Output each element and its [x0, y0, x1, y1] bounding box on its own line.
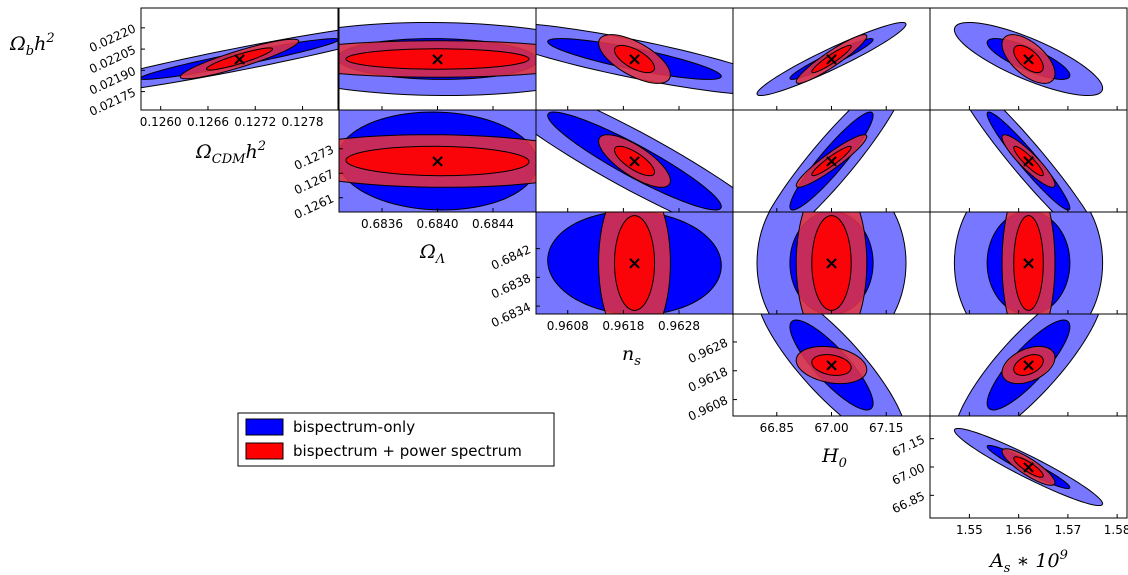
fiducial-marker: ×	[1021, 457, 1036, 478]
panel-r1-c1: ×	[338, 109, 537, 213]
y-tick-label: 0.9628	[686, 336, 730, 366]
x-tick-label: 0.6836	[361, 217, 403, 231]
y-tick-label: 67.00	[890, 461, 927, 488]
fiducial-marker: ×	[824, 355, 839, 376]
red-contour-inner	[1013, 145, 1044, 177]
y-tick-label: 0.9618	[686, 364, 730, 394]
x-tick-label: 1.58	[1104, 523, 1128, 537]
legend-label-blue: bispectrum-only	[293, 418, 415, 436]
x-tick-label: 0.1260	[140, 115, 182, 129]
y-tick-label: 67.15	[890, 432, 927, 459]
x-tick-label: 0.9628	[658, 319, 700, 333]
panel-r3-c4: ×	[929, 313, 1128, 417]
x-axis-label-Oc: ΩCDM​h2​	[195, 139, 266, 167]
panel-r2-c3: ×	[732, 211, 931, 315]
x-tick-label: 1.55	[956, 523, 983, 537]
x-tick-label: 0.6844	[472, 217, 514, 231]
panel-r3-c3: ×	[732, 313, 931, 417]
x-tick-label: 1.57	[1055, 523, 1082, 537]
x-tick-label: 0.9618	[602, 319, 644, 333]
fiducial-marker: ×	[1021, 355, 1036, 376]
y-tick-label: 0.9608	[686, 393, 730, 423]
panel-r1-c3: ×	[732, 109, 931, 213]
x-tick-label: 0.6840	[417, 217, 459, 231]
panel-r0-c0: ×	[140, 7, 339, 111]
red-contour-inner	[613, 215, 656, 311]
x-axis-label-H0: H0​	[821, 445, 847, 471]
panel-frame	[140, 7, 339, 111]
y-tick-label: 66.85	[890, 489, 927, 516]
fiducial-marker: ×	[627, 151, 642, 172]
panel-r0-c1: ×	[338, 7, 537, 111]
legend: bispectrum-only bispectrum + power spect…	[237, 412, 555, 467]
red-contour-inner	[1013, 215, 1044, 311]
red-contour-inner	[613, 44, 656, 74]
y-tick-label: 0.6842	[489, 242, 533, 272]
fiducial-marker: ×	[1021, 253, 1036, 274]
x-tick-label: 67.15	[869, 421, 903, 435]
x-tick-label: 66.85	[760, 421, 794, 435]
red-contour-inner	[811, 354, 852, 376]
red-contour-inner	[345, 48, 530, 70]
panel-r1-c2: ×	[535, 109, 734, 213]
red-contour-inner	[811, 145, 852, 177]
legend-label-red: bispectrum + power spectrum	[293, 442, 522, 460]
red-contour-inner	[1013, 456, 1044, 478]
legend-swatch-blue	[245, 418, 284, 436]
x-axis-label-As: As​ ∗ 109​	[988, 548, 1068, 575]
y-tick-label: 0.6838	[489, 271, 533, 301]
red-contour-inner	[811, 44, 852, 74]
x-tick-label: 0.1266	[187, 115, 229, 129]
panel-r0-c4: ×	[929, 7, 1128, 111]
fiducial-marker: ×	[824, 49, 839, 70]
legend-frame	[237, 412, 555, 467]
x-axis-label-OL: ΩΛ​	[419, 241, 445, 267]
panel-r4-c4: ×	[929, 415, 1128, 519]
fiducial-marker: ×	[627, 253, 642, 274]
y-axis-label-Ob: Ωb​h2​	[9, 31, 55, 59]
red-contour-inner	[1013, 44, 1044, 74]
red-contour-inner	[205, 47, 274, 71]
x-tick-label: 0.1278	[282, 115, 324, 129]
fiducial-marker: ×	[430, 151, 445, 172]
red-contour-inner	[613, 145, 656, 177]
fiducial-marker: ×	[1021, 49, 1036, 70]
legend-swatch-red	[245, 442, 284, 460]
fiducial-marker: ×	[824, 151, 839, 172]
x-tick-label: 67.00	[814, 421, 848, 435]
x-tick-label: 0.1272	[234, 115, 276, 129]
panel-r0-c3: ×	[732, 7, 931, 111]
red-contour-inner	[811, 215, 852, 311]
red-contour-inner	[345, 145, 530, 177]
y-tick-label: 0.6834	[489, 300, 533, 330]
panels-layer: × × × × × × × × × × × × × × ×	[140, 7, 1128, 519]
fiducial-marker: ×	[232, 49, 247, 70]
x-tick-label: 0.9608	[547, 319, 589, 333]
fiducial-marker: ×	[430, 49, 445, 70]
fiducial-marker: ×	[627, 49, 642, 70]
panel-r1-c4: ×	[929, 109, 1128, 213]
red-contour-inner	[1013, 354, 1044, 376]
panel-r0-c2: ×	[535, 7, 734, 111]
x-axis-label-ns: ns​	[622, 343, 641, 369]
fiducial-marker: ×	[824, 253, 839, 274]
fiducial-marker: ×	[1021, 151, 1036, 172]
x-tick-label: 1.56	[1005, 523, 1032, 537]
